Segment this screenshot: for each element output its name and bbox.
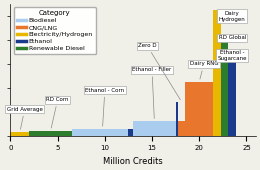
Text: Ethanol - Filler: Ethanol - Filler bbox=[132, 67, 172, 118]
Bar bbox=[185, 82, 213, 135]
Bar bbox=[229, 58, 236, 135]
Bar bbox=[29, 131, 72, 135]
Text: Ethanol -
Sugarcane: Ethanol - Sugarcane bbox=[218, 50, 247, 61]
Text: Zero D: Zero D bbox=[138, 44, 180, 100]
X-axis label: Million Credits: Million Credits bbox=[103, 157, 163, 166]
Bar bbox=[10, 132, 29, 135]
Bar bbox=[128, 129, 133, 135]
Bar bbox=[221, 42, 229, 135]
Bar bbox=[213, 10, 221, 135]
Text: RD Corn: RD Corn bbox=[47, 97, 69, 128]
Text: Grid Average: Grid Average bbox=[7, 107, 43, 129]
Bar bbox=[176, 102, 178, 135]
Bar bbox=[133, 121, 176, 135]
Bar bbox=[178, 121, 185, 135]
Text: Ethanol - Corn: Ethanol - Corn bbox=[85, 88, 124, 126]
Text: Dairy RNG: Dairy RNG bbox=[190, 61, 218, 79]
Text: Dairy
Hydrogen: Dairy Hydrogen bbox=[217, 10, 246, 22]
Bar bbox=[72, 129, 133, 135]
Legend: Biodiesel, CNG/LNG, Electricity/Hydrogen, Ethanol, Renewable Diesel: Biodiesel, CNG/LNG, Electricity/Hydrogen… bbox=[14, 7, 96, 54]
Text: RD Global: RD Global bbox=[219, 35, 246, 42]
